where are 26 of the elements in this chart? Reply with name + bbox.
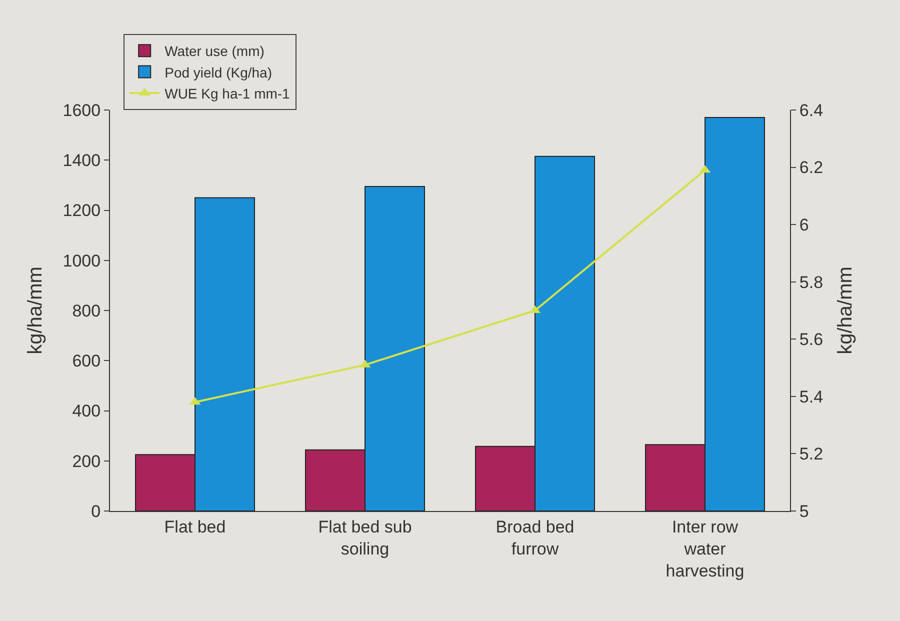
x-tick-label: Flat bed sub soiling (318, 517, 412, 558)
y2-tick-label: 5.8 (799, 272, 824, 292)
y-tick-label: 800 (72, 301, 101, 320)
y2-tick-label: 5.2 (799, 444, 824, 464)
y-tick-label: 1000 (62, 251, 101, 270)
y2-tick-label: 5.4 (799, 387, 824, 406)
legend-label: Water use (mm) (164, 43, 264, 60)
y2-tick-label: 5.6 (799, 330, 824, 350)
y-tick-label: 1400 (62, 151, 101, 170)
y-tick-label: 400 (72, 402, 101, 421)
y2-tick-label: 5 (799, 502, 809, 521)
y2-tick-label: 6.2 (799, 158, 824, 178)
y2-tick-label: 6 (799, 216, 809, 235)
x-tick-label: Inter row water harvesting (666, 517, 744, 581)
legend-label: Pod yield (Kg/ha) (164, 64, 272, 80)
y-axis-title: kg/ha/mm (24, 266, 46, 354)
x-tick-label: Broad bed furrow (496, 517, 574, 558)
y-tick-label: 1600 (62, 100, 101, 120)
x-tick-label: Flat bed (164, 517, 226, 536)
y-tick-label: 1200 (62, 201, 101, 220)
y2-axis-title: kg/ha/mm (834, 266, 857, 354)
y-tick-label: 600 (72, 352, 101, 371)
y2-tick-label: 6.4 (799, 100, 824, 120)
legend-label: WUE Kg ha-1 mm-1 (164, 85, 290, 102)
y-tick-label: 200 (72, 452, 101, 471)
y-tick-label: 0 (91, 502, 101, 521)
